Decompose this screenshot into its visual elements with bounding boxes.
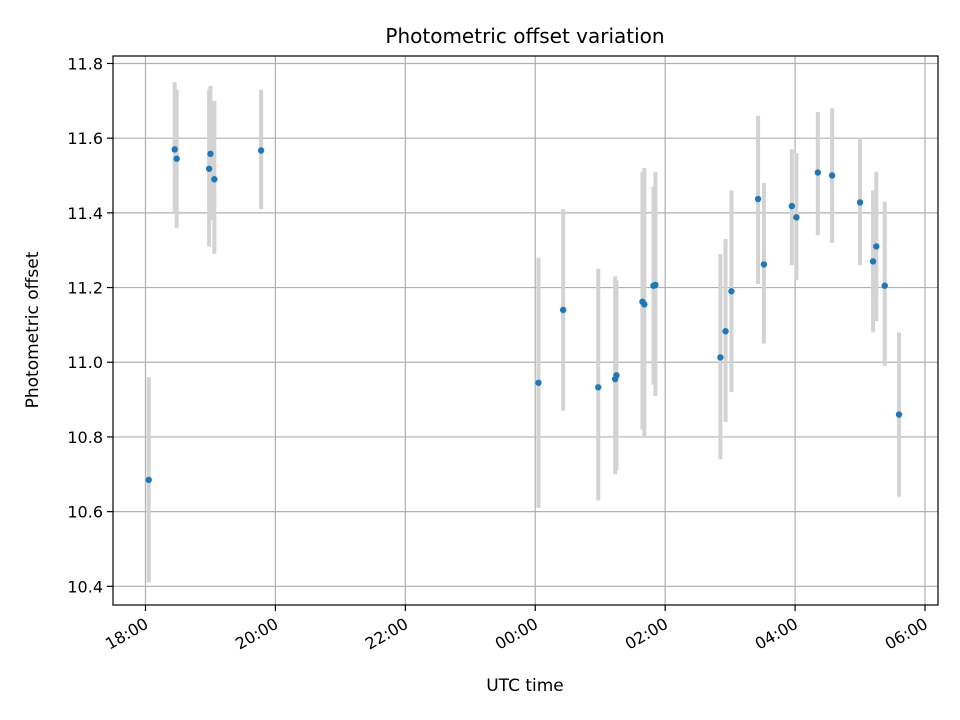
data-point (728, 288, 735, 295)
chart-title: Photometric offset variation (385, 24, 664, 48)
data-point (211, 176, 218, 183)
data-point (856, 199, 864, 206)
data-point (207, 150, 214, 158)
data-point (171, 146, 178, 153)
y-tick-label: 11.2 (67, 279, 103, 298)
data-point (595, 384, 602, 391)
data-point (760, 261, 768, 268)
data-point (717, 354, 724, 361)
data-point (722, 328, 729, 335)
data-point (205, 165, 213, 172)
y-tick-label: 10.8 (67, 428, 103, 447)
y-tick-label: 10.6 (67, 503, 103, 522)
data-point (881, 282, 888, 289)
y-tick-label: 11.6 (67, 129, 103, 148)
data-point (869, 258, 877, 265)
grid-lines (113, 56, 938, 605)
y-tick-label: 11.0 (67, 353, 103, 372)
data-point (535, 379, 542, 386)
data-point (828, 172, 836, 179)
data-point (814, 169, 822, 176)
data-point (793, 214, 800, 221)
data-point (652, 281, 659, 289)
y-tick-label: 11.8 (67, 54, 103, 73)
data-point (559, 306, 567, 314)
data-points (145, 146, 903, 484)
y-tick-label: 10.4 (67, 577, 103, 596)
data-point (257, 147, 265, 154)
y-tick-label: 11.4 (67, 204, 103, 223)
x-axis-label: UTC time (486, 676, 564, 696)
data-point (173, 155, 180, 162)
data-point (788, 202, 796, 210)
plot-frame (112, 55, 939, 606)
y-axis-label: Photometric offset (23, 251, 43, 408)
data-point (754, 195, 762, 203)
y-axis-ticks: 10.4 10.6 10.8 11.0 11.2 11.4 11.6 11.8 (67, 54, 113, 596)
data-point (895, 411, 903, 418)
data-point (641, 301, 648, 308)
data-point (145, 476, 152, 484)
data-point (613, 372, 620, 379)
data-point (873, 243, 880, 250)
